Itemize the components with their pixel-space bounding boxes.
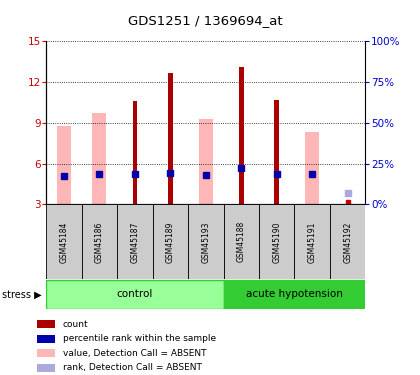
Bar: [294, 204, 330, 279]
Text: acute hypotension: acute hypotension: [246, 290, 343, 299]
Bar: [46, 204, 81, 279]
Bar: [199, 119, 213, 204]
Text: control: control: [117, 290, 153, 299]
Bar: [37, 349, 55, 357]
Bar: [117, 204, 152, 279]
Text: GSM45193: GSM45193: [201, 221, 210, 262]
Text: GSM45190: GSM45190: [272, 221, 281, 262]
Bar: [37, 320, 55, 328]
Text: GSM45192: GSM45192: [343, 221, 352, 262]
Bar: [133, 101, 137, 204]
Bar: [305, 132, 319, 204]
Text: stress ▶: stress ▶: [2, 290, 42, 299]
Text: GSM45187: GSM45187: [130, 221, 139, 262]
Text: rank, Detection Call = ABSENT: rank, Detection Call = ABSENT: [63, 363, 202, 372]
Text: GSM45189: GSM45189: [166, 221, 175, 262]
Bar: [92, 113, 107, 204]
Bar: [37, 334, 55, 343]
Bar: [239, 67, 244, 204]
Text: GSM45188: GSM45188: [237, 221, 246, 262]
Bar: [223, 204, 259, 279]
Text: GSM45191: GSM45191: [308, 221, 317, 262]
Bar: [274, 100, 279, 204]
Bar: [57, 126, 71, 204]
Text: GDS1251 / 1369694_at: GDS1251 / 1369694_at: [129, 14, 283, 27]
Bar: [168, 72, 173, 204]
Bar: [188, 204, 223, 279]
Bar: [259, 204, 294, 279]
Text: GSM45186: GSM45186: [95, 221, 104, 262]
Text: value, Detection Call = ABSENT: value, Detection Call = ABSENT: [63, 349, 206, 358]
Text: GSM45184: GSM45184: [60, 221, 68, 262]
Bar: [330, 204, 365, 279]
Bar: [152, 204, 188, 279]
Bar: [81, 204, 117, 279]
Text: percentile rank within the sample: percentile rank within the sample: [63, 334, 216, 343]
Bar: [37, 364, 55, 372]
Bar: [46, 280, 223, 309]
Text: count: count: [63, 320, 88, 328]
Bar: [223, 280, 365, 309]
